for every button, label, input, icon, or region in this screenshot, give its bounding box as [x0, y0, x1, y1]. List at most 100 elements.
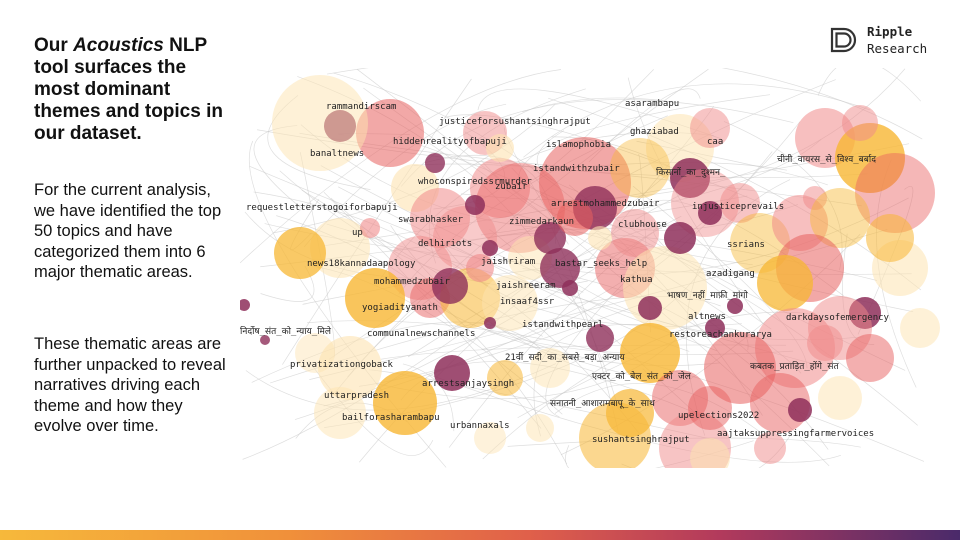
topic-node: [562, 280, 578, 296]
topic-node: [432, 268, 468, 304]
topic-node: [846, 334, 894, 382]
topic-node: [611, 209, 659, 257]
topic-label-nirdosh-sant: निर्दोष_संत_को_न्याय_मिले: [240, 325, 332, 337]
topic-node: [466, 254, 494, 282]
topic-node: [803, 186, 827, 210]
topic-label-azadigang: azadigang: [706, 269, 755, 279]
topic-node: [360, 218, 380, 238]
network-edge: [253, 191, 640, 434]
topic-label-sanatani-asarambapu: सनातनी_आशारामबापू_के_साथ: [550, 397, 655, 409]
topic-node: [688, 386, 732, 430]
topic-node: [240, 299, 250, 311]
topic-label-ghaziabad: ghaziabad: [630, 127, 679, 137]
topic-node: [482, 275, 538, 331]
topic-node: [900, 308, 940, 348]
topic-node: [754, 432, 786, 464]
topic-label-bhashan-nahi: भाषण_नहीं_माफ़ी_मांगो: [667, 289, 748, 301]
topic-label-arrestsanjaysingh: arrestsanjaysingh: [422, 379, 514, 389]
topic-node: [690, 438, 730, 468]
topic-label-ssrians: ssrians: [727, 240, 765, 250]
topic-label-justiceforsushantsinghrajput: justiceforsushantsinghrajput: [439, 117, 591, 127]
topic-node: [757, 255, 813, 311]
topic-node: [835, 123, 905, 193]
network-edge: [546, 197, 909, 275]
topic-node: [486, 134, 514, 162]
topic-label-kabtak-pratadit: कबतक_प्रताड़ित_होंगे_संत: [750, 360, 839, 372]
topic-label-kisano-ka-dushman: किसानों_का_दुश्मन_: [656, 166, 726, 178]
network-edge: [857, 185, 914, 335]
topic-label-chini-virus: चीनी_वायरस_से_विश्व_बर्बाद: [777, 153, 876, 165]
topic-node: [727, 298, 743, 314]
topic-label-yogiadityanath: yogiadityanath: [362, 303, 438, 313]
network-edge: [554, 383, 768, 439]
network-edge: [522, 97, 677, 112]
topic-node: [433, 206, 497, 270]
topic-label-21vi-sadi: 21वीं_सदी_का_सबसे_बड़ा_अन्याय: [505, 351, 625, 363]
topic-label-aajtaksuppressing: aajtaksuppressingfarmervoices: [717, 429, 874, 439]
topic-node: [310, 218, 370, 278]
network-edge: [380, 344, 787, 360]
topic-node: [356, 99, 424, 167]
topic-node: [810, 188, 870, 248]
topic-label-sushantsinghrajput: sushantsinghrajput: [592, 435, 690, 445]
topic-node: [434, 355, 470, 391]
topic-node: [260, 335, 270, 345]
topic-label-arrestmohammedzubair: arrestmohammedzubair: [551, 199, 660, 209]
topic-label-islamophobia: islamophobia: [546, 140, 611, 150]
topic-node: [314, 387, 366, 439]
topic-node: [588, 226, 612, 250]
topic-node: [318, 336, 382, 400]
topic-label-swarabhasker: swarabhasker: [398, 215, 464, 225]
topic-label-zubair: zubair: [495, 182, 528, 192]
topic-node: [530, 348, 570, 388]
topic-label-urbannaxals: urbannaxals: [450, 421, 510, 431]
topic-label-restoreachankurarya: restoreachankurarya: [669, 330, 772, 340]
topic-label-communalnewschannels: communalnewschannels: [367, 329, 475, 339]
ripple-logo-icon: [830, 27, 857, 53]
topic-node: [557, 200, 593, 236]
topic-node: [484, 317, 496, 329]
topic-label-zimmedarkaun: zimmedarkaun: [509, 217, 574, 227]
topic-label-whoconspiredssrmurder: whoconspiredssrmurder: [418, 177, 532, 187]
topic-node: [720, 183, 760, 223]
topic-node: [610, 138, 670, 198]
topic-node: [465, 195, 485, 215]
headline-italic: Acoustics: [73, 35, 164, 56]
topic-node: [474, 422, 506, 454]
topic-node: [410, 188, 470, 248]
topic-node: [698, 201, 722, 225]
topic-label-up: up: [352, 228, 363, 238]
network-edge: [523, 83, 871, 158]
topic-node: [272, 75, 368, 171]
topic-label-clubhouse: clubhouse: [618, 220, 667, 230]
topic-label-uttarpradesh: uttarpradesh: [324, 391, 389, 401]
topic-node: [579, 402, 651, 468]
topic-label-rammandirscam: rammandirscam: [326, 102, 396, 112]
topic-label-caa: caa: [707, 137, 723, 147]
topic-node: [818, 376, 862, 420]
topic-node: [807, 325, 843, 361]
topic-label-istandwithzubair: istandwithzubair: [533, 164, 620, 174]
topic-label-injusticeprevails: injusticeprevails: [692, 202, 784, 212]
network-nodes: [240, 75, 940, 468]
topic-label-news18kannadaapology: news18kannadaapology: [307, 259, 416, 269]
topic-node: [670, 158, 710, 198]
topic-node: [638, 296, 662, 320]
topic-node: [705, 318, 725, 338]
topic-label-mohammedzubair: mohammedzubair: [374, 277, 450, 287]
topic-node: [788, 398, 812, 422]
topic-node: [470, 158, 530, 218]
topic-label-bastar_seeks_help: bastar_seeks_help: [555, 259, 647, 269]
logo-text: Ripple Research: [867, 23, 927, 57]
topic-label-jaishriram: jaishriram: [481, 257, 535, 267]
topic-label-istandwithpearl: istandwithpearl: [522, 320, 603, 330]
topic-label-delhiriots: delhiriots: [418, 239, 472, 249]
topic-label-kathua: kathua: [620, 275, 653, 285]
topic-node: [482, 240, 498, 256]
logo-line-1: Ripple: [867, 24, 913, 39]
body-paragraph-2: These thematic areas are further unpacke…: [34, 335, 226, 436]
topic-label-altnews: altnews: [688, 312, 726, 322]
topic-label-asarambapu: asarambapu: [625, 99, 679, 109]
topic-node: [620, 323, 680, 383]
logo-line-2: Research: [867, 41, 928, 56]
